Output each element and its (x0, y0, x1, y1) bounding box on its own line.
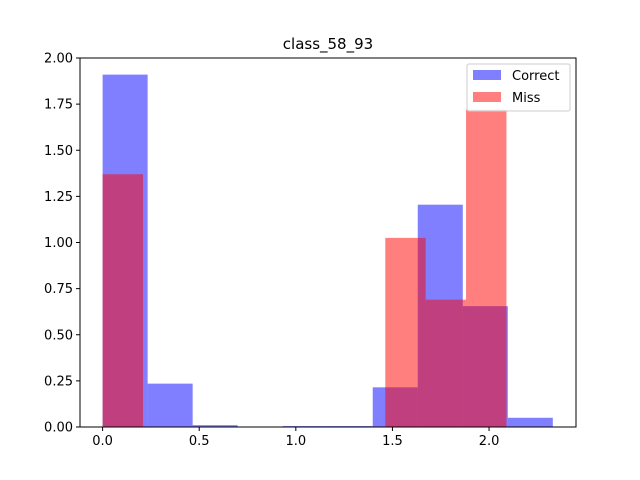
legend-label-correct: Correct (512, 69, 559, 84)
bars-layer (102, 74, 553, 428)
legend-label-miss: Miss (512, 91, 541, 106)
y-tick-label-4: 1.00 (44, 236, 73, 251)
y-tick-label-7: 1.75 (44, 98, 73, 113)
x-tick-label-4: 2.0 (479, 434, 500, 449)
y-axis: 0.00 0.25 0.50 0.75 1.00 1.25 1.50 1.75 2.00 (44, 52, 80, 436)
bar-correct-1 (147, 383, 193, 427)
y-tick-label-2: 0.50 (44, 328, 73, 343)
bar-miss-9 (466, 109, 507, 427)
bar-miss-8 (425, 299, 467, 427)
y-tick-label-0: 0.00 (44, 421, 73, 436)
x-tick-label-0: 0.0 (92, 434, 113, 449)
x-tick-label-2: 1.0 (285, 434, 306, 449)
chart-title: class_58_93 (283, 35, 373, 54)
legend-swatch-miss (473, 92, 501, 102)
x-axis: 0.0 0.5 1.0 1.5 2.0 (92, 427, 499, 449)
y-tick-label-1: 0.25 (44, 374, 73, 389)
y-tick-label-3: 0.75 (44, 282, 73, 297)
bar-miss-0 (102, 174, 143, 427)
bar-correct-9 (507, 417, 553, 427)
bar-miss-7 (385, 237, 426, 427)
x-tick-label-1: 0.5 (189, 434, 210, 449)
legend: Correct Miss (466, 63, 571, 112)
y-tick-label-5: 1.25 (44, 190, 73, 205)
y-tick-label-6: 1.50 (44, 144, 73, 159)
bar-correct-2 (192, 425, 238, 427)
y-tick-label-8: 2.00 (44, 52, 73, 67)
x-tick-label-3: 1.5 (382, 434, 403, 449)
legend-swatch-correct (473, 70, 501, 80)
